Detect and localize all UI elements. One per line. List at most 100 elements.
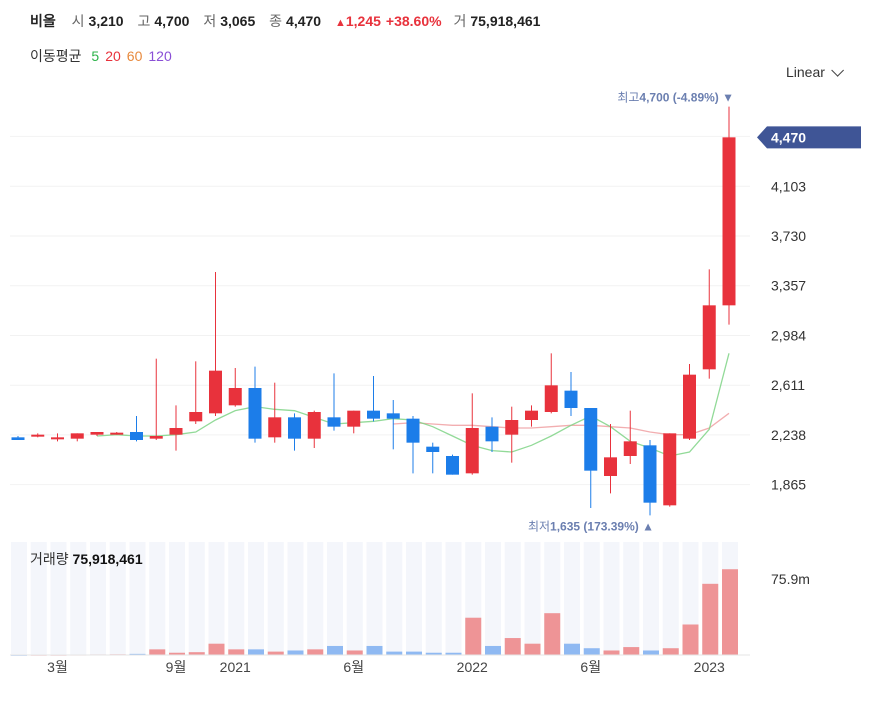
candle-body	[307, 412, 321, 439]
moving-average-item[interactable]: 120	[148, 48, 172, 64]
candle-body	[465, 428, 479, 474]
close-value: 4,470	[286, 13, 322, 29]
volume-bar	[327, 645, 343, 655]
y-tick-label: 2,238	[771, 427, 806, 443]
candle-body	[31, 434, 45, 437]
volume-bar	[248, 649, 264, 655]
volume-bar	[366, 645, 383, 655]
candle-body	[446, 456, 459, 475]
volume-background	[722, 542, 738, 655]
y-tick-label: 4,103	[771, 178, 806, 194]
candle-body	[367, 410, 380, 419]
change-percent: +38.60%	[385, 13, 442, 29]
candle-body	[426, 446, 440, 452]
x-tick-label: 3월	[47, 659, 68, 675]
candle-body	[149, 436, 163, 439]
low-label: 저	[203, 13, 217, 29]
volume-background	[485, 542, 501, 655]
moving-average-item[interactable]: 60	[126, 48, 143, 64]
x-tick-label: 6월	[580, 659, 601, 675]
candle-body	[604, 457, 617, 476]
current-price-tag	[757, 126, 861, 149]
change-value: 1,245	[345, 13, 381, 29]
volume-bar	[445, 652, 462, 655]
volume-value: 75,918,461	[470, 13, 541, 29]
ma20-line	[393, 412, 730, 436]
candle-body	[525, 410, 538, 420]
volume-bar	[149, 649, 166, 655]
volume-background	[465, 542, 482, 655]
volume-background	[662, 542, 679, 655]
volume-bar	[346, 650, 363, 655]
y-tick-label: 2,611	[771, 377, 805, 393]
candle-body	[110, 432, 124, 435]
volume-panel-value: 75,918,461	[72, 551, 143, 567]
volume-bar	[662, 648, 679, 655]
min-price-label: 최저1,635 (173.39%) ▲	[528, 519, 654, 533]
volume-bar	[623, 647, 640, 655]
volume-bar	[307, 649, 324, 655]
volume-bar	[702, 583, 719, 655]
candle-body	[327, 417, 341, 427]
volume-background	[524, 542, 541, 655]
scale-selector[interactable]: Linear	[786, 64, 844, 80]
volume-background	[702, 542, 719, 655]
volume-background	[643, 542, 659, 655]
candle-body	[209, 370, 222, 414]
volume-bar	[386, 651, 403, 655]
candle-body	[485, 426, 499, 442]
candle-body	[544, 385, 558, 412]
volume-background	[406, 542, 422, 655]
candle-body	[288, 417, 301, 439]
candle-body	[643, 445, 657, 503]
volume-background	[208, 542, 225, 655]
volume-background	[287, 542, 304, 655]
candle-body	[90, 432, 104, 435]
volume-background	[149, 542, 166, 655]
volume-background	[327, 542, 343, 655]
moving-average-label: 이동평균	[30, 48, 82, 64]
y-tick-label: 1,865	[771, 477, 806, 493]
volume-bar	[722, 569, 738, 655]
close-label: 종	[269, 13, 283, 29]
ma5-line	[96, 353, 730, 457]
volume-background	[188, 542, 205, 655]
volume-background	[307, 542, 324, 655]
volume-bar	[524, 643, 541, 655]
volume-bar	[682, 624, 699, 655]
volume-bar	[208, 643, 225, 655]
volume-background	[11, 542, 27, 655]
candle-body	[130, 432, 143, 440]
volume-background	[267, 542, 284, 655]
current-price-tag-label: 4,470	[771, 129, 806, 145]
candle-body	[722, 137, 736, 306]
x-tick-label: 6월	[343, 659, 364, 675]
high-value: 4,700	[154, 13, 190, 29]
volume-label: 거	[453, 13, 467, 29]
volume-background	[504, 542, 521, 655]
candle-body	[663, 433, 677, 506]
candle-body	[623, 441, 637, 456]
open-value: 3,210	[88, 13, 124, 29]
moving-average-item[interactable]: 5	[91, 48, 100, 64]
volume-bar	[504, 638, 521, 655]
y-tick-label: 2,984	[771, 327, 806, 343]
volume-bar	[30, 654, 47, 656]
volume-background	[386, 542, 403, 655]
candle-body	[564, 390, 578, 408]
volume-bar	[406, 651, 422, 655]
volume-background	[228, 542, 245, 655]
volume-bar	[169, 652, 185, 655]
volume-bar	[564, 643, 580, 655]
volume-bar	[287, 650, 304, 655]
moving-average-legend: 이동평균 5 20 60 120	[30, 46, 184, 66]
volume-background	[366, 542, 383, 655]
moving-average-item[interactable]: 20	[105, 48, 121, 64]
volume-bar	[583, 648, 600, 655]
volume-background	[544, 542, 561, 655]
volume-panel-label: 거래량	[30, 551, 69, 567]
stock-summary: 비올 시 3,210 고 4,700 저 3,065 종 4,470 ▲1,245 +38…	[30, 11, 550, 31]
high-label: 고	[137, 13, 151, 29]
max-price-label: 최고4,700 (-4.89%) ▼	[617, 91, 734, 105]
